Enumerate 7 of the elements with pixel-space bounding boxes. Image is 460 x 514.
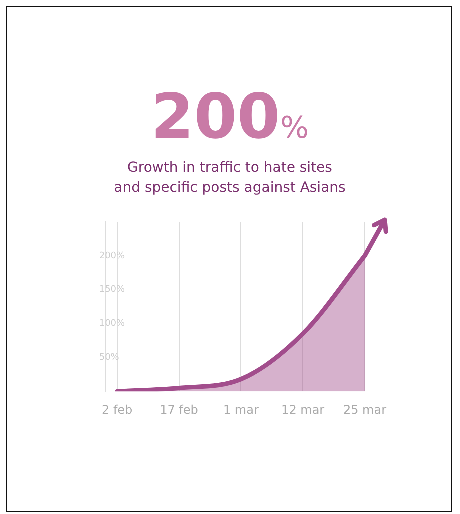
x-tick-label: 17 feb (160, 402, 198, 417)
x-tick-label: 2 feb (102, 402, 133, 417)
chart-title: 200% (151, 80, 309, 153)
x-tick-label: 1 mar (223, 402, 259, 417)
chart-subtitle: Growth in traffic to hate sites and specific posts against Asians (113, 159, 347, 198)
x-tick-label: 12 mar (282, 402, 325, 417)
x-tick-label: 25 mar (343, 402, 387, 417)
